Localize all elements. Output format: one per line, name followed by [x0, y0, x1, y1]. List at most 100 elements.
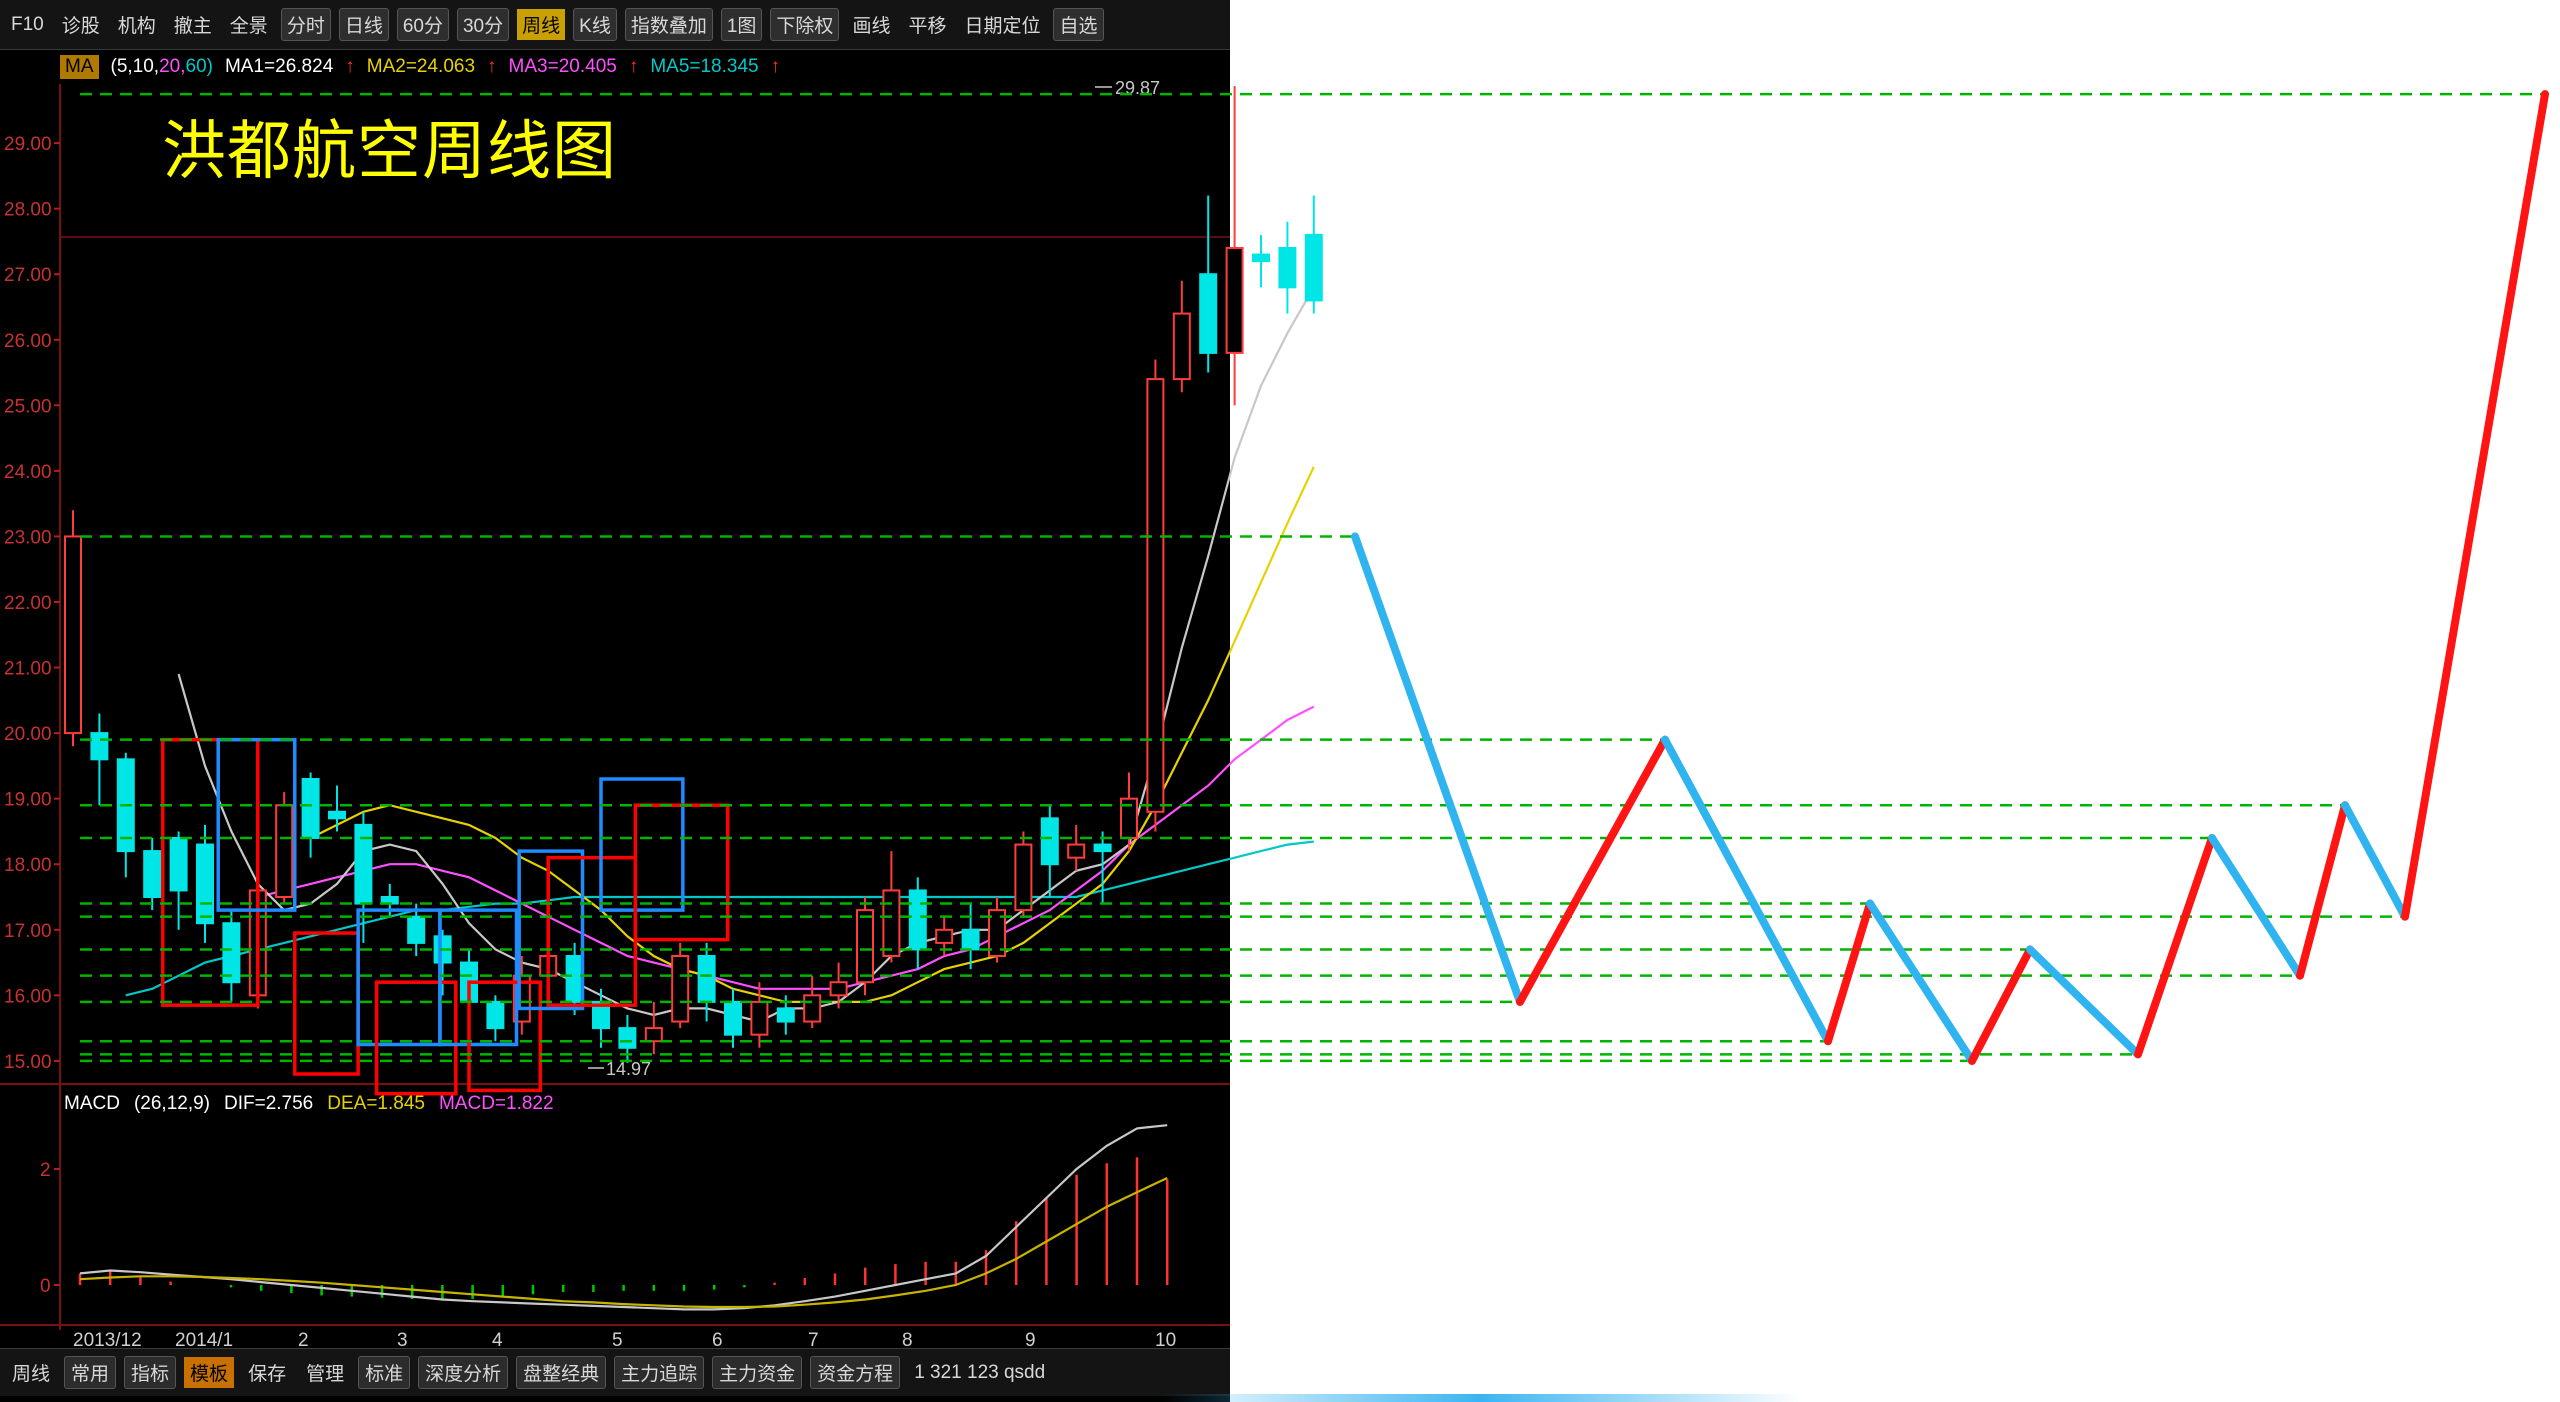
ma5-line: [125, 840, 1314, 997]
price-tick-label: 15.00: [4, 1052, 52, 1073]
candle-body: [935, 928, 954, 944]
candle-body: [1252, 253, 1270, 263]
price-tick-label: 24.00: [4, 462, 52, 483]
top-toolbar: F10 诊股 机构 撤主 全景 分时 日线 60分 30分 周线 K线 指数叠加 1图 下除权 画线 平移 日期…: [0, 0, 1230, 50]
stock-chart-panel: F10 诊股 机构 撤主 全景 分时 日线 60分 30分 周线 K线 指数叠加 1图 下除权 画线 平移 日期…: [0, 0, 1230, 1402]
bottom-toolbar-item-9[interactable]: 主力追踪: [614, 1356, 705, 1389]
candle-body: [750, 1000, 769, 1036]
red-range-box: [293, 931, 360, 1076]
bottom-toolbar-item-4[interactable]: 保存: [248, 1364, 287, 1385]
top-toolbar-item-16[interactable]: 日期定位: [964, 16, 1041, 37]
zigzag-down-segment: [2026, 945, 2142, 1059]
price-tick-label: 28.00: [4, 200, 52, 221]
ma5-arrow-icon: ↑: [770, 56, 781, 77]
candle-body: [856, 909, 874, 984]
top-toolbar-item-15[interactable]: 平移: [908, 16, 947, 37]
zigzag-up-segment: [1516, 735, 1669, 1006]
time-axis-label: 3: [397, 1330, 408, 1351]
top-toolbar-item-9[interactable]: 周线: [517, 9, 566, 40]
bottom-toolbar-item-6[interactable]: 标准: [358, 1356, 411, 1389]
top-toolbar-item-4[interactable]: 全景: [229, 16, 268, 37]
top-toolbar-item-0[interactable]: F10: [11, 13, 44, 35]
candle-body: [1172, 312, 1191, 381]
top-toolbar-item-14[interactable]: 画线: [852, 16, 891, 37]
bottom-toolbar-item-1[interactable]: 常用: [64, 1356, 117, 1389]
red-range-box: [374, 980, 458, 1096]
bottom-toolbar-item-10[interactable]: 主力资金: [712, 1356, 803, 1389]
blue-range-box: [216, 737, 297, 912]
top-toolbar-item-10[interactable]: K线: [573, 8, 617, 41]
time-axis-label: 6: [712, 1330, 723, 1351]
ma5-value: MA5=18.345: [650, 56, 759, 77]
macd-value: MACD=1.822: [438, 1093, 554, 1114]
candle-body: [961, 928, 980, 951]
top-toolbar-item-17[interactable]: 自选: [1053, 8, 1104, 41]
candle-body: [301, 778, 320, 839]
bottom-toolbar-item-11[interactable]: 资金方程: [810, 1356, 901, 1389]
top-toolbar-item-11[interactable]: 指数叠加: [624, 8, 713, 41]
candle-body: [618, 1027, 637, 1049]
macd-tick-label: 0: [40, 1276, 51, 1297]
top-toolbar-item-12[interactable]: 1图: [720, 8, 763, 41]
time-axis-label: 2013/12: [73, 1330, 142, 1351]
candle-body: [882, 889, 901, 958]
candle-body: [697, 955, 716, 1003]
macd-indicator-selector[interactable]: MACD: [64, 1093, 120, 1114]
candle-body: [143, 850, 162, 898]
top-toolbar-item-1[interactable]: 诊股: [61, 16, 100, 37]
price-tick-label: 26.00: [4, 331, 52, 352]
price-tick-label: 23.00: [4, 527, 52, 548]
top-toolbar-item-7[interactable]: 60分: [396, 8, 449, 41]
macd-indicator-bar: MACD (26,12,9) DIF=2.756 DEA=1.845 MACD=…: [64, 1088, 554, 1120]
price-tick-label: 21.00: [4, 659, 52, 680]
low-annotation: 14.97: [606, 1059, 651, 1079]
price-tick-label: 20.00: [4, 724, 52, 745]
candle-body: [724, 1000, 742, 1036]
candle-body: [1093, 843, 1112, 853]
price-tick-label: 27.00: [4, 265, 52, 286]
top-toolbar-item-8[interactable]: 30分: [456, 8, 510, 41]
candle-body: [803, 994, 822, 1023]
ma1-value: MA1=26.824: [224, 56, 334, 77]
dif-line: [79, 1124, 1168, 1311]
time-axis-label: 7: [808, 1330, 819, 1351]
ma-indicator-bar: MA (5,10,20,60) MA1=26.824 ↑ MA2=24.063 ↑ …: [60, 50, 780, 84]
ma3-value: MA3=20.405: [508, 56, 617, 77]
bottom-toolbar-item-5[interactable]: 管理: [306, 1364, 345, 1385]
top-toolbar-item-13[interactable]: 下除权: [770, 8, 840, 41]
bottom-toolbar-item-12[interactable]: 1 321 123 qsdd: [914, 1361, 1046, 1383]
candle-body: [407, 915, 426, 944]
ma-indicator-selector[interactable]: MA: [60, 55, 99, 79]
ma-params-mid: 20,: [159, 56, 186, 77]
top-toolbar-item-5[interactable]: 分时: [280, 8, 331, 41]
top-toolbar-item-2[interactable]: 机构: [117, 16, 156, 37]
candle-body: [354, 823, 373, 905]
bottom-toolbar-item-7[interactable]: 深度分析: [418, 1356, 509, 1389]
blue-range-box: [438, 908, 519, 1047]
candle-body: [829, 981, 848, 997]
top-toolbar-item-6[interactable]: 日线: [338, 8, 389, 41]
candle-body: [169, 837, 188, 892]
zigzag-up-segment: [1968, 945, 2034, 1065]
bottom-toolbar-item-2[interactable]: 指标: [124, 1356, 177, 1389]
bottom-toolbar-item-8[interactable]: 盘整经典: [516, 1356, 607, 1389]
bottom-toolbar-item-3[interactable]: 模板: [184, 1357, 235, 1388]
price-tick-label: 16.00: [4, 986, 52, 1007]
top-toolbar-item-3[interactable]: 撤主: [173, 16, 212, 37]
candle-body: [275, 804, 294, 899]
zigzag-up-segment: [2134, 834, 2216, 1059]
price-tick-label: 29.00: [4, 134, 52, 155]
decorative-glow: [1160, 1394, 1800, 1402]
candle-body: [1040, 817, 1059, 866]
zigzag-down-segment: [1661, 735, 1832, 1046]
candle-body: [486, 1000, 505, 1030]
candle-body: [644, 1027, 663, 1043]
chart-title: 洪都航空周线图: [162, 115, 617, 189]
bottom-toolbar-item-0[interactable]: 周线: [12, 1364, 51, 1385]
ma2-value: MA2=24.063: [366, 56, 476, 77]
time-axis-label: 4: [492, 1330, 503, 1351]
candle-body: [1067, 843, 1086, 859]
zigzag-up-segment: [1824, 899, 1874, 1046]
candle-body: [328, 810, 346, 820]
